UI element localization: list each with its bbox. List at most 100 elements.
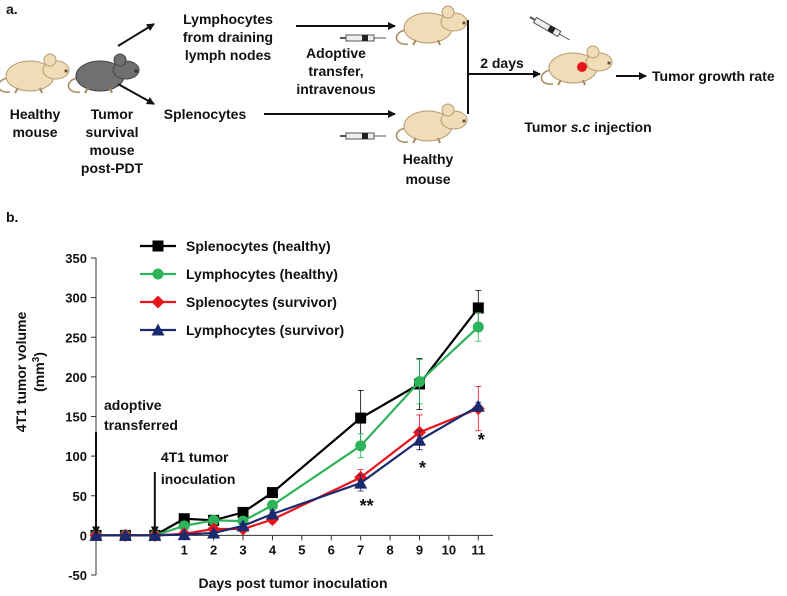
y-tick-label: 250	[65, 330, 87, 345]
syringe	[339, 34, 387, 42]
marker	[471, 399, 485, 412]
y-tick-label: 100	[65, 449, 87, 464]
survivor-donor-mouse	[67, 53, 140, 94]
label: from draining	[183, 29, 273, 45]
healthy-donor-mouse	[0, 53, 70, 94]
label: Tumor growth rate	[652, 68, 775, 84]
marker	[266, 487, 278, 499]
x-tick-label: 7	[357, 542, 364, 557]
panel-label: b.	[6, 209, 18, 225]
y-tick-label: 150	[65, 410, 87, 425]
y-axis-unit: )	[31, 352, 47, 357]
legend-label: Lymphocytes (healthy)	[186, 266, 338, 282]
y-axis-title: 4T1 tumor volume	[13, 312, 29, 433]
marker	[354, 476, 368, 489]
significance: **	[360, 496, 374, 516]
syringe	[527, 13, 573, 44]
annotation: inoculation	[161, 471, 236, 487]
marker	[178, 513, 190, 525]
marker	[208, 514, 220, 526]
legend-marker	[152, 268, 164, 280]
x-tick-label: 8	[386, 542, 393, 557]
legend-marker	[152, 240, 164, 252]
x-tick-label: 6	[328, 542, 335, 557]
y-tick-label: 350	[65, 251, 87, 266]
arrow	[117, 83, 155, 105]
x-tick-label: 10	[442, 542, 456, 557]
x-tick-label: 9	[416, 542, 423, 557]
syringe	[339, 132, 387, 140]
significance: *	[419, 458, 426, 478]
x-tick-label: 4	[269, 542, 277, 557]
label: transfer,	[308, 63, 363, 79]
legend-marker	[151, 295, 165, 309]
marker	[236, 519, 250, 532]
marker	[207, 526, 221, 539]
label: Healthy	[10, 106, 61, 122]
marker	[237, 506, 249, 518]
label: Healthy	[403, 151, 454, 167]
marker	[412, 433, 426, 446]
y-axis-unit: (mm	[31, 362, 47, 392]
label: Adoptive	[306, 45, 366, 61]
arrow	[117, 23, 155, 47]
legend-label: Splenocytes (healthy)	[186, 238, 331, 254]
marker	[413, 376, 425, 388]
label: mouse	[12, 124, 57, 140]
label: survival	[86, 124, 139, 140]
annotation: adoptive	[104, 397, 162, 413]
y-tick-label: 50	[73, 489, 87, 504]
label-part: injection	[590, 119, 651, 135]
chart: b. Days post tumor inoculation 4T1 tumor…	[6, 209, 493, 591]
label: mouse	[89, 142, 134, 158]
legend-label: Lymphocytes (survivor)	[186, 322, 344, 338]
tumor	[577, 62, 587, 72]
label: post-PDT	[81, 160, 144, 176]
marker	[266, 499, 278, 511]
annotation: transferred	[104, 417, 178, 433]
label: Tumor	[91, 106, 134, 122]
recipient-mouse	[395, 103, 468, 144]
legend-label: Splenocytes (survivor)	[186, 294, 337, 310]
marker	[177, 528, 191, 541]
y-tick-label: 200	[65, 370, 87, 385]
x-tick-label: 3	[239, 542, 246, 557]
label: Tumor s.c injection	[524, 119, 651, 135]
annotation: 4T1 tumor	[161, 449, 229, 465]
label: lymph nodes	[185, 47, 272, 63]
significance: *	[478, 430, 485, 450]
recipient-mouse	[395, 5, 468, 46]
y-tick-label: -50	[68, 568, 87, 583]
label: Splenocytes	[164, 106, 247, 122]
label: mouse	[405, 171, 450, 187]
y-tick-label: 0	[80, 528, 87, 543]
marker	[355, 440, 367, 452]
marker	[472, 321, 484, 333]
label-part: Tumor	[524, 119, 570, 135]
label-part: s.c	[571, 119, 591, 135]
panel-label: a.	[6, 1, 18, 17]
series-line	[96, 405, 479, 537]
x-tick-label: 1	[181, 542, 188, 557]
label: 2 days	[480, 55, 524, 71]
y-tick-label: 300	[65, 291, 87, 306]
label: intravenous	[296, 81, 376, 97]
y-axis-unit: 3	[31, 356, 42, 362]
y-axis-title: (mm3)	[31, 352, 47, 392]
x-axis-title: Days post tumor inoculation	[198, 575, 387, 591]
marker	[472, 302, 484, 314]
marker	[148, 528, 162, 541]
x-tick-label: 2	[210, 542, 217, 557]
label: Lymphocytes	[183, 11, 273, 27]
marker	[89, 528, 103, 541]
marker	[355, 412, 367, 424]
legend-marker	[151, 323, 165, 336]
x-tick-label: 5	[298, 542, 305, 557]
tumor-mouse	[540, 45, 613, 86]
diagram: a. Healthy mouse Tumor survival mouse po…	[0, 1, 775, 187]
marker	[265, 507, 279, 520]
x-tick-label: 11	[471, 542, 485, 557]
marker	[178, 520, 190, 532]
marker	[118, 528, 132, 541]
